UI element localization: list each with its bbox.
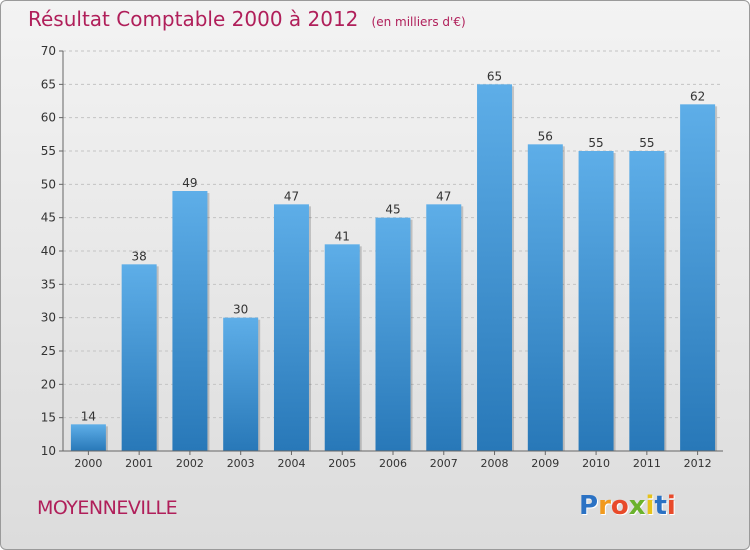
bar-2001 <box>121 264 157 451</box>
logo-letter: t <box>654 491 667 521</box>
data-label: 55 <box>588 136 603 150</box>
chart-title: Résultat Comptable 2000 à 2012 <box>28 7 359 31</box>
bar-2000 <box>70 424 106 451</box>
y-tick-label: 40 <box>41 244 56 258</box>
city-name: MOYENNEVILLE <box>37 497 178 519</box>
logo-letter: P <box>579 491 599 521</box>
bar-2011 <box>629 151 665 451</box>
x-tick-label: 2012 <box>684 457 712 470</box>
bar-layer: 14 38 49 30 47 41 45 47 65 56 55 55 62 <box>70 69 718 452</box>
bar-2010 <box>578 151 614 451</box>
data-label: 55 <box>639 136 654 150</box>
bar-2002 <box>172 191 208 451</box>
data-label: 38 <box>132 249 147 263</box>
logo-letter: i <box>645 491 655 521</box>
x-tick-label: 2009 <box>531 457 559 470</box>
bar-2004 <box>273 204 309 451</box>
bar-2006 <box>375 217 411 451</box>
data-label: 56 <box>538 129 553 143</box>
data-label: 65 <box>487 69 502 83</box>
data-label: 49 <box>182 176 197 190</box>
bar-2005 <box>324 244 360 451</box>
bar-2007 <box>426 204 462 451</box>
x-tick-label: 2010 <box>582 457 610 470</box>
y-tick-label: 65 <box>41 77 56 91</box>
data-label: 45 <box>385 203 400 217</box>
logo-letter: o <box>610 491 629 521</box>
y-tick-label: 45 <box>41 211 56 225</box>
y-tick-label: 70 <box>41 44 56 58</box>
logo-letter: i <box>666 491 676 521</box>
y-tick-label: 20 <box>41 377 56 391</box>
y-tick-label: 50 <box>41 177 56 191</box>
x-tick-label: 2008 <box>481 457 509 470</box>
chart-subtitle: (en milliers d'€) <box>371 15 466 29</box>
logo-letter: r <box>598 491 611 521</box>
data-label: 30 <box>233 303 248 317</box>
data-label: 47 <box>436 189 451 203</box>
proxiti-logo: Proxiti <box>579 491 676 521</box>
x-tick-label: 2001 <box>125 457 153 470</box>
bar-2008 <box>477 84 513 451</box>
data-label: 41 <box>335 229 350 243</box>
y-tick-label: 30 <box>41 311 56 325</box>
y-tick-label: 10 <box>41 444 56 458</box>
data-label: 14 <box>81 409 96 423</box>
logo-letter: x <box>628 491 646 521</box>
x-tick-label: 2004 <box>277 457 305 470</box>
x-tick-label: 2005 <box>328 457 356 470</box>
bar-2012 <box>680 104 716 451</box>
y-tick-label: 15 <box>41 411 56 425</box>
y-tick-label: 35 <box>41 277 56 291</box>
y-tick-label: 55 <box>41 144 56 158</box>
data-label: 62 <box>690 89 705 103</box>
x-tick-label: 2006 <box>379 457 407 470</box>
x-tick-label: 2000 <box>74 457 102 470</box>
y-tick-label: 25 <box>41 344 56 358</box>
bar-2009 <box>527 144 563 452</box>
x-tick-label: 2002 <box>176 457 204 470</box>
x-tick-label: 2007 <box>430 457 458 470</box>
x-tick-label: 2011 <box>633 457 661 470</box>
axis-layer: 10 15 20 25 30 35 40 45 50 55 60 65 70 2000 2001 2002 20… <box>41 44 723 470</box>
title-block: Résultat Comptable 2000 à 2012 (en milli… <box>28 7 466 31</box>
y-tick-label: 60 <box>41 111 56 125</box>
bar-2003 <box>223 317 259 451</box>
data-label: 47 <box>284 189 299 203</box>
x-tick-label: 2003 <box>227 457 255 470</box>
